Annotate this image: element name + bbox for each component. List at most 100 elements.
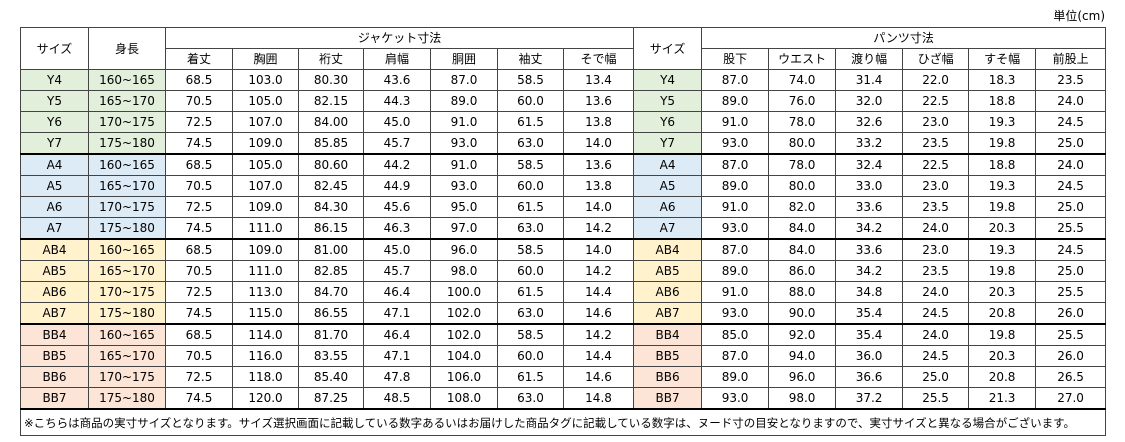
value-cell: 91.0: [430, 111, 498, 133]
height-cell: 175~180: [88, 132, 166, 155]
size-cell: A5: [633, 175, 703, 197]
value-cell: 14.0: [562, 238, 635, 261]
size-cell: BB6: [20, 366, 89, 388]
value-cell: 33.6: [835, 238, 904, 261]
value-cell: 72.5: [165, 111, 233, 133]
value-cell: 93.0: [701, 302, 770, 325]
value-cell: 93.0: [701, 132, 770, 155]
size-cell: Y5: [633, 90, 703, 112]
value-cell: 115.0: [232, 302, 299, 325]
value-cell: 107.0: [232, 175, 299, 197]
value-cell: 22.5: [902, 153, 970, 176]
value-cell: 20.3: [968, 281, 1037, 303]
value-cell: 24.0: [1035, 90, 1107, 112]
value-cell: 87.0: [430, 69, 498, 91]
value-cell: 23.0: [902, 238, 970, 261]
value-cell: 23.5: [1035, 69, 1107, 91]
size-cell: A4: [633, 153, 703, 176]
table-row: BB4 160~165 68.5 114.0 81.70 46.4 102.0 58.5 14.…: [20, 323, 1107, 346]
value-cell: 120.0: [232, 387, 299, 410]
column-header: すそ幅: [968, 48, 1037, 70]
value-cell: 85.85: [298, 132, 364, 155]
value-cell: 25.0: [1035, 132, 1107, 155]
value-cell: 24.5: [1035, 238, 1107, 261]
value-cell: 20.8: [968, 366, 1037, 388]
value-cell: 81.70: [298, 323, 364, 346]
column-header: 胴囲: [430, 48, 498, 70]
value-cell: 14.0: [562, 196, 635, 218]
column-header: 前股上: [1035, 48, 1107, 70]
value-cell: 104.0: [430, 345, 498, 367]
value-cell: 89.0: [701, 90, 770, 112]
value-cell: 100.0: [430, 281, 498, 303]
value-cell: 98.0: [430, 260, 498, 282]
size-cell: AB4: [20, 238, 89, 261]
value-cell: 19.8: [968, 196, 1037, 218]
value-cell: 74.5: [165, 217, 233, 240]
value-cell: 14.6: [562, 366, 635, 388]
size-cell: Y4: [633, 69, 703, 91]
value-cell: 82.85: [298, 260, 364, 282]
value-cell: 18.8: [968, 153, 1037, 176]
value-cell: 94.0: [768, 345, 837, 367]
table-row: BB5 165~170 70.5 116.0 83.55 47.1 104.0 60.0 14.…: [20, 345, 1107, 367]
value-cell: 92.0: [768, 323, 837, 346]
size-cell: BB5: [633, 345, 703, 367]
value-cell: 19.3: [968, 175, 1037, 197]
value-cell: 24.0: [902, 217, 970, 240]
header-cell: サイズ: [20, 27, 89, 70]
value-cell: 43.6: [363, 69, 431, 91]
table-row: Y5 165~170 70.5 105.0 82.15 44.3 89.0 60.0 13.6 Y…: [20, 90, 1107, 112]
value-cell: 91.0: [430, 153, 498, 176]
value-cell: 44.2: [363, 153, 431, 176]
column-header: 肩幅: [363, 48, 431, 70]
column-header: 股下: [701, 48, 770, 70]
value-cell: 60.0: [497, 175, 564, 197]
height-cell: 165~170: [88, 90, 166, 112]
value-cell: 19.3: [968, 238, 1037, 261]
value-cell: 63.0: [497, 132, 564, 155]
value-cell: 32.6: [835, 111, 904, 133]
value-cell: 86.55: [298, 302, 364, 325]
height-cell: 160~165: [88, 153, 166, 176]
value-cell: 87.25: [298, 387, 364, 410]
table-row: 着丈 胸囲 裄丈 肩幅 胴囲 袖丈 そで幅 股下 ウエスト 渡り幅 ひざ幅 すそ幅 前股上: [21, 48, 1107, 70]
value-cell: 22.5: [902, 90, 970, 112]
value-cell: 19.3: [968, 111, 1037, 133]
value-cell: 63.0: [497, 387, 564, 410]
value-cell: 82.15: [298, 90, 364, 112]
size-cell: AB7: [633, 302, 703, 325]
size-cell: BB5: [20, 345, 89, 367]
size-cell: Y6: [20, 111, 89, 133]
value-cell: 61.5: [497, 196, 564, 218]
size-cell: AB6: [20, 281, 89, 303]
value-cell: 82.0: [768, 196, 837, 218]
value-cell: 36.6: [835, 366, 904, 388]
value-cell: 63.0: [497, 302, 564, 325]
table-row: ※こちらは商品の実寸サイズとなります。サイズ選択画面に記載している数字あるいはお…: [19, 408, 1107, 436]
column-header: ひざ幅: [902, 48, 970, 70]
column-header: 胸囲: [232, 48, 299, 70]
value-cell: 109.0: [232, 132, 299, 155]
value-cell: 47.1: [363, 345, 431, 367]
value-cell: 80.30: [298, 69, 364, 91]
value-cell: 61.5: [497, 366, 564, 388]
value-cell: 74.5: [165, 132, 233, 155]
column-header: 渡り幅: [835, 48, 904, 70]
value-cell: 18.8: [968, 90, 1037, 112]
value-cell: 45.7: [363, 132, 431, 155]
height-cell: 165~170: [88, 260, 166, 282]
value-cell: 96.0: [430, 238, 498, 261]
value-cell: 116.0: [232, 345, 299, 367]
value-cell: 23.5: [902, 196, 970, 218]
value-cell: 113.0: [232, 281, 299, 303]
table-row: BB6 170~175 72.5 118.0 85.40 47.8 106.0 61.5 14.…: [20, 366, 1107, 388]
value-cell: 93.0: [701, 217, 770, 240]
value-cell: 20.3: [968, 217, 1037, 240]
value-cell: 47.8: [363, 366, 431, 388]
value-cell: 103.0: [232, 69, 299, 91]
value-cell: 93.0: [701, 387, 770, 410]
value-cell: 102.0: [430, 323, 498, 346]
value-cell: 46.3: [363, 217, 431, 240]
table-row: AB5 165~170 70.5 111.0 82.85 45.7 98.0 60.0 14.2…: [20, 260, 1107, 282]
